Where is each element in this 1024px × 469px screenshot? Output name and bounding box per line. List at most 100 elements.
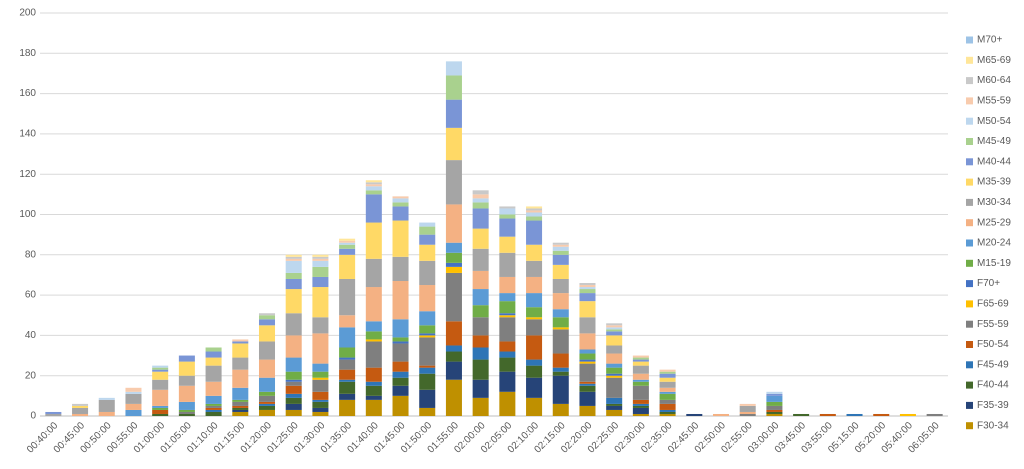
bar-segment bbox=[312, 399, 329, 402]
bar-segment bbox=[632, 413, 649, 416]
bar-segment bbox=[285, 335, 302, 358]
bar-segment bbox=[606, 405, 623, 410]
bar-segment bbox=[499, 276, 516, 294]
y-tick-label: 0 bbox=[30, 411, 36, 422]
bar-segment bbox=[632, 365, 649, 374]
bar-segment bbox=[472, 317, 489, 336]
bar-segment bbox=[659, 371, 676, 374]
bar-segment bbox=[526, 206, 543, 209]
bar-segment bbox=[232, 387, 249, 400]
legend-label: F70+ bbox=[977, 278, 1000, 289]
bar-segment bbox=[365, 182, 382, 185]
bar-segment bbox=[339, 278, 356, 316]
bar-segment bbox=[552, 254, 569, 265]
bar-segment bbox=[365, 321, 382, 332]
bar-segment bbox=[125, 391, 142, 394]
bar-segment bbox=[419, 389, 436, 408]
bar-segment bbox=[365, 339, 382, 342]
bar-segment bbox=[258, 319, 276, 326]
bar-segment bbox=[526, 317, 543, 320]
bar-segment bbox=[445, 242, 462, 253]
bar-segment bbox=[365, 180, 382, 183]
bar-segment bbox=[445, 75, 462, 100]
legend-label: F50-54 bbox=[977, 339, 1009, 350]
bar-segment bbox=[766, 405, 783, 410]
bar-segment bbox=[312, 401, 329, 408]
bar-segment bbox=[579, 381, 596, 384]
bar-segment bbox=[632, 407, 649, 414]
bar-segment bbox=[152, 405, 169, 408]
bar-segment bbox=[659, 377, 676, 382]
bar-segment bbox=[606, 397, 623, 404]
legend-label: M40-44 bbox=[977, 156, 1011, 167]
bar-segment bbox=[258, 359, 276, 378]
bar-segment bbox=[258, 325, 276, 342]
bar-segment bbox=[365, 341, 382, 368]
legend-swatch bbox=[966, 381, 973, 389]
legend-swatch bbox=[966, 280, 973, 288]
bar-segment bbox=[205, 365, 222, 382]
bar-segment bbox=[472, 198, 489, 203]
legend-label: M15-19 bbox=[977, 258, 1011, 269]
bar-segment bbox=[472, 190, 489, 195]
bar-segment bbox=[445, 127, 462, 161]
bar-segment bbox=[392, 256, 409, 281]
bar-segment bbox=[339, 248, 356, 255]
bar-segment bbox=[205, 347, 222, 352]
bar-segment bbox=[178, 355, 195, 362]
bar-segment bbox=[232, 407, 249, 410]
bar-segment bbox=[445, 272, 462, 322]
bar-segment bbox=[632, 405, 649, 408]
bar-segment bbox=[285, 260, 302, 273]
bar-segment bbox=[606, 323, 623, 326]
bar-segment bbox=[365, 331, 382, 340]
bar-segment bbox=[205, 403, 222, 406]
bar-segment bbox=[152, 407, 169, 410]
bar-segment bbox=[579, 301, 596, 318]
bar-segment bbox=[285, 313, 302, 336]
bar-segment bbox=[205, 411, 222, 416]
bar-segment bbox=[632, 361, 649, 366]
bar-segment bbox=[659, 373, 676, 378]
bar-segment bbox=[312, 411, 329, 416]
bar-segment bbox=[579, 289, 596, 294]
bar-segment bbox=[312, 363, 329, 372]
bar-segment bbox=[285, 393, 302, 398]
bar-segment bbox=[285, 272, 302, 279]
bar-segment bbox=[312, 317, 329, 334]
bar-segment bbox=[178, 361, 195, 376]
bar-segment bbox=[232, 343, 249, 358]
bar-segment bbox=[312, 260, 329, 267]
bar-segment bbox=[125, 403, 142, 410]
legend-swatch bbox=[966, 178, 973, 186]
bar-segment bbox=[232, 399, 249, 402]
bar-segment bbox=[285, 379, 302, 382]
bar-segment bbox=[659, 411, 676, 414]
bar-segment bbox=[339, 381, 356, 394]
bar-segment bbox=[472, 270, 489, 290]
bar-segment bbox=[766, 393, 783, 396]
bar-segment bbox=[178, 411, 195, 414]
bar-segment bbox=[552, 246, 569, 251]
bar-segment bbox=[552, 278, 569, 294]
bar-segment bbox=[552, 244, 569, 247]
bar-segment bbox=[232, 341, 249, 344]
bar-segment bbox=[285, 371, 302, 380]
bar-segment bbox=[178, 375, 195, 386]
bar-segment bbox=[579, 391, 596, 406]
bar-segment bbox=[766, 395, 783, 402]
bar-segment bbox=[499, 214, 516, 219]
bar-segment bbox=[392, 361, 409, 372]
bar-segment bbox=[365, 258, 382, 288]
bar-segment bbox=[419, 365, 436, 368]
bar-segment bbox=[659, 409, 676, 412]
bar-segment bbox=[285, 409, 302, 416]
legend-label: F55-59 bbox=[977, 319, 1009, 330]
bar-segment bbox=[526, 208, 543, 211]
bar-segment bbox=[552, 375, 569, 404]
bar-segment bbox=[125, 409, 142, 416]
bar-segment bbox=[392, 196, 409, 199]
bar-segment bbox=[392, 198, 409, 203]
bar-segment bbox=[392, 220, 409, 257]
bar-segment bbox=[445, 99, 462, 128]
